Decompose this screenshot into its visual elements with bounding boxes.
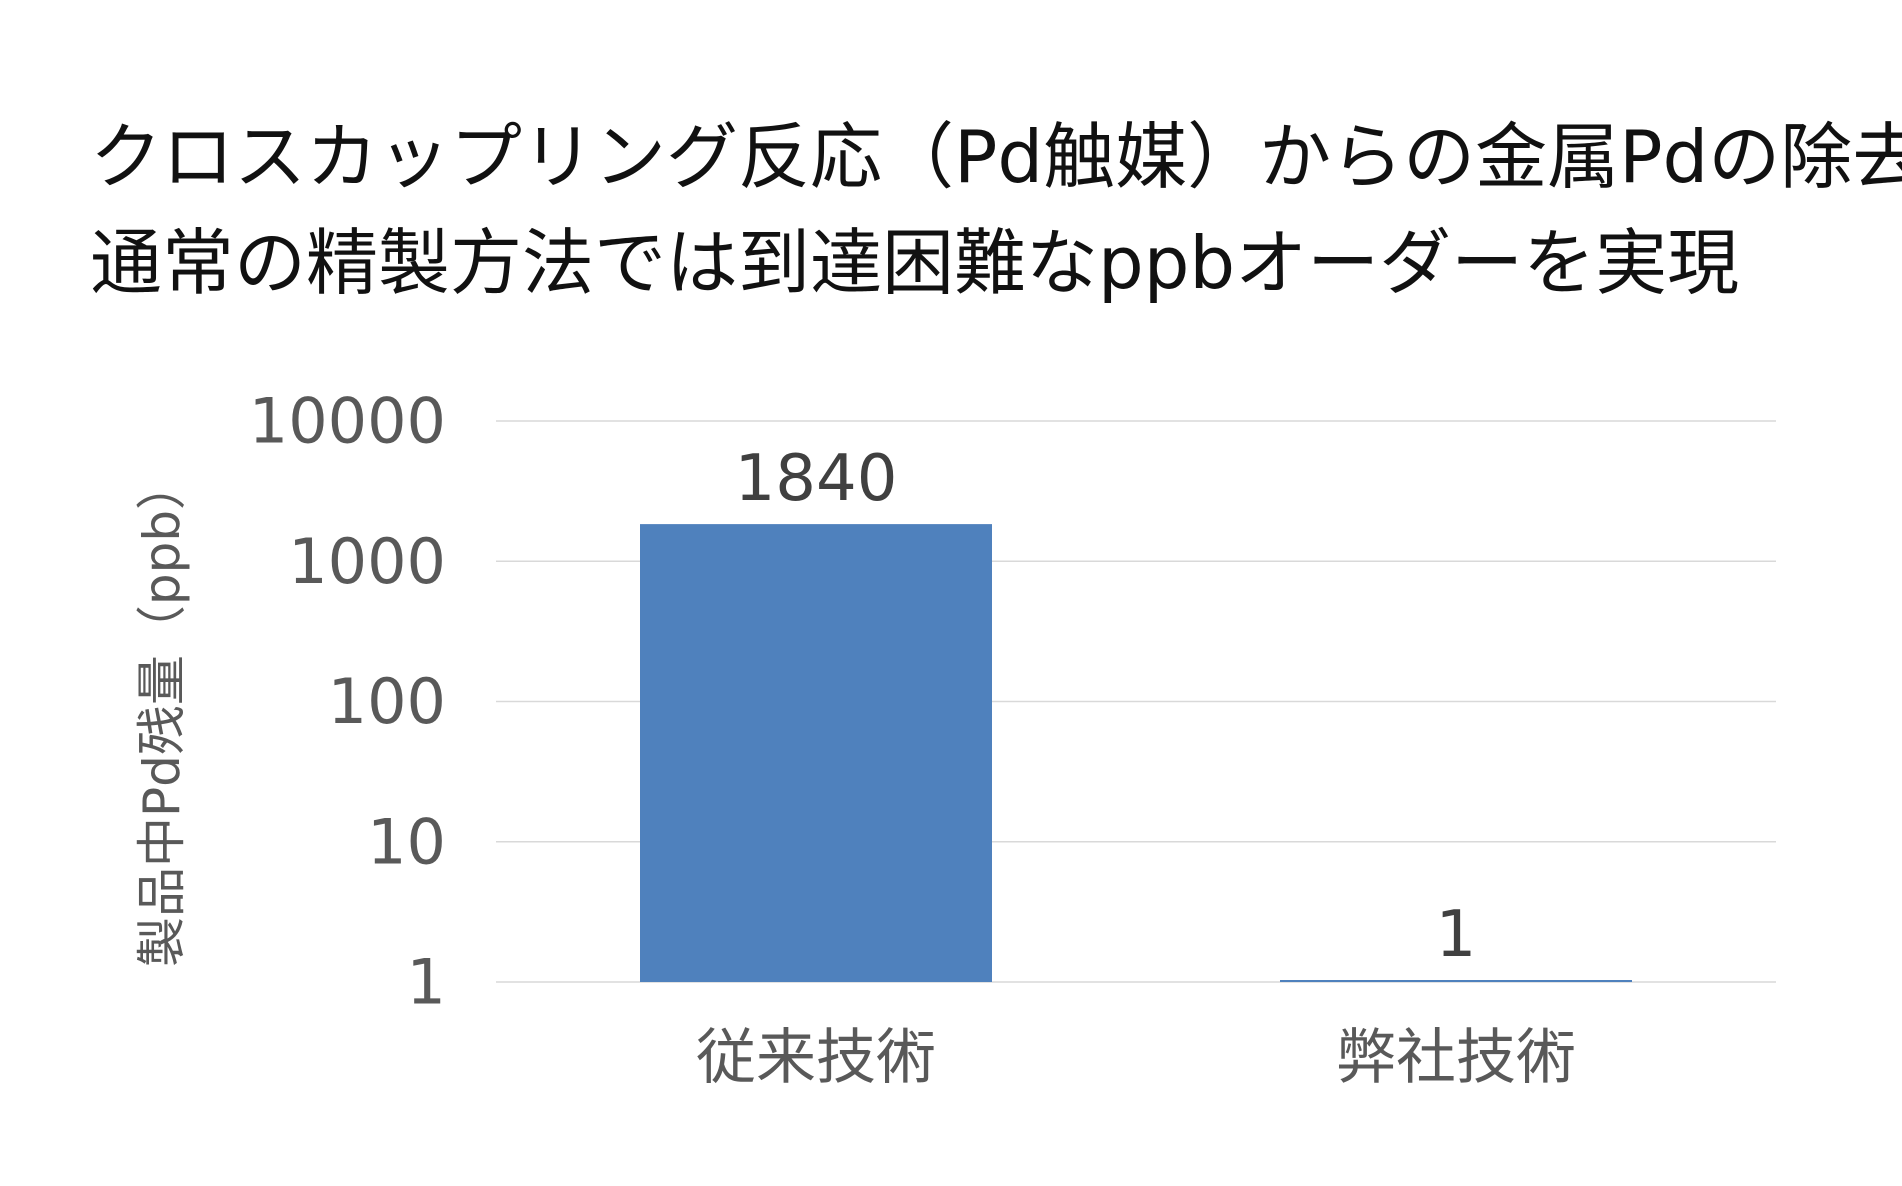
- data-labels: 1840 1: [735, 442, 1477, 972]
- chart-title-block: クロスカップリング反応（Pd触媒）からの金属Pdの除去 通常の精製方法では到達困…: [90, 104, 1902, 316]
- bars: [640, 524, 1632, 982]
- data-label-2: 1: [1436, 898, 1477, 972]
- chart-title: クロスカップリング反応（Pd触媒）からの金属Pdの除去: [90, 115, 1902, 199]
- bar-2: [1280, 980, 1632, 982]
- y-tick-label-1: 1: [407, 946, 446, 1019]
- category-label-1: 従来技術: [696, 1023, 936, 1093]
- y-tick-label-1000: 1000: [288, 525, 446, 598]
- chart-subtitle: 通常の精製方法では到達困難なppbオーダーを実現: [90, 221, 1740, 305]
- x-axis-categories: 従来技術 弊社技術: [696, 1023, 1576, 1093]
- category-label-2: 弊社技術: [1336, 1023, 1576, 1093]
- data-label-1: 1840: [735, 442, 898, 516]
- bar-1: [640, 524, 992, 982]
- y-tick-label-100: 100: [328, 665, 446, 738]
- y-axis-label: 製品中Pd残量（ppb）: [133, 460, 191, 967]
- y-tick-label-10000: 10000: [249, 385, 446, 458]
- y-tick-label-10: 10: [367, 805, 446, 878]
- y-axis-ticks: 1 10 100 1000 10000: [249, 385, 446, 1019]
